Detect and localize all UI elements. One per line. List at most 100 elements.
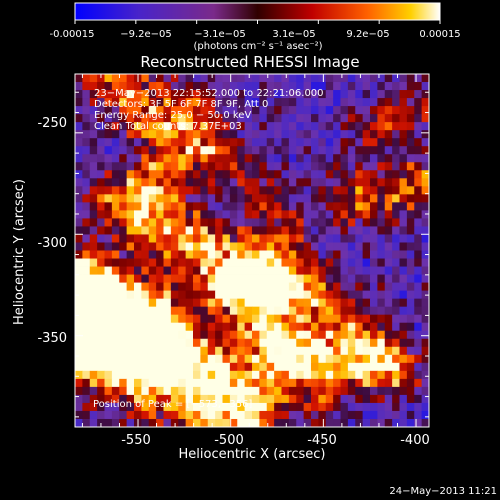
heatmap-cell	[362, 74, 371, 83]
heatmap-cell	[215, 178, 223, 187]
heatmap-cell	[237, 194, 246, 203]
heatmap-cell	[288, 178, 297, 187]
heatmap-cell	[178, 226, 187, 235]
heatmap-cell	[193, 258, 201, 267]
heatmap-cell	[148, 154, 157, 163]
heatmap-cell	[222, 114, 231, 123]
heatmap-cell	[399, 402, 408, 412]
heatmap-cell	[318, 226, 327, 235]
heatmap-cell	[421, 306, 429, 316]
heatmap-cell	[163, 410, 172, 420]
heatmap-cell	[163, 170, 172, 179]
heatmap-cell	[111, 378, 120, 388]
heatmap-cell	[406, 106, 415, 115]
heatmap-cell	[347, 186, 356, 195]
heatmap-cell	[318, 354, 327, 364]
heatmap-cell	[141, 74, 150, 83]
heatmap-cell	[104, 330, 113, 340]
heatmap-cell	[89, 362, 98, 372]
heatmap-cell	[193, 202, 201, 211]
heatmap-cell	[104, 258, 113, 267]
heatmap-cell	[288, 330, 297, 340]
heatmap-cell	[156, 218, 164, 227]
heatmap-cell	[406, 90, 415, 99]
heatmap-cell	[148, 330, 157, 340]
heatmap-cell	[274, 346, 282, 356]
heatmap-cell	[89, 330, 98, 340]
heatmap-cell	[340, 218, 349, 227]
heatmap-cell	[111, 306, 120, 316]
heatmap-cell	[406, 370, 415, 380]
heatmap-cell	[237, 226, 246, 235]
heatmap-cell	[288, 250, 297, 259]
heatmap-cell	[163, 194, 172, 203]
heatmap-cell	[185, 130, 194, 139]
heatmap-cell	[384, 218, 393, 227]
heatmap-cell	[178, 402, 187, 412]
heatmap-cell	[104, 306, 113, 316]
heatmap-cell	[141, 370, 150, 380]
heatmap-cell	[355, 410, 364, 420]
heatmap-cell	[377, 90, 386, 99]
heatmap-cell	[325, 250, 334, 259]
heatmap-cell	[163, 402, 172, 412]
heatmap-cell	[252, 282, 260, 292]
heatmap-cell	[89, 290, 98, 300]
heatmap-cell	[392, 242, 400, 251]
heatmap-cell	[311, 210, 319, 219]
heatmap-cell	[340, 106, 349, 115]
heatmap-cell	[82, 378, 91, 388]
heatmap-cell	[392, 218, 400, 227]
heatmap-cell	[325, 242, 334, 251]
heatmap-cell	[392, 370, 400, 380]
heatmap-cell	[296, 314, 305, 324]
heatmap-cell	[170, 386, 179, 396]
heatmap-cell	[170, 322, 179, 332]
heatmap-cell	[259, 346, 268, 356]
heatmap-cell	[362, 402, 371, 412]
heatmap-cell	[399, 162, 408, 171]
heatmap-cell	[170, 250, 179, 259]
heatmap-cell	[414, 362, 423, 372]
heatmap-cell	[200, 386, 209, 396]
heatmap-cell	[222, 258, 231, 267]
heatmap-cell	[399, 218, 408, 227]
heatmap-cell	[119, 354, 128, 364]
heatmap-cell	[318, 306, 327, 316]
heatmap-cell	[355, 226, 364, 235]
heatmap-cell	[370, 362, 378, 372]
heatmap-cell	[370, 322, 378, 332]
heatmap-cell	[104, 386, 113, 396]
heatmap-cell	[244, 378, 253, 388]
heatmap-cell	[215, 194, 223, 203]
heatmap-cell	[148, 162, 157, 171]
heatmap-cell	[82, 90, 91, 99]
heatmap-cell	[104, 226, 113, 235]
heatmap-cell	[111, 154, 120, 163]
heatmap-cell	[170, 186, 179, 195]
heatmap-cell	[215, 346, 223, 356]
heatmap-cell	[406, 250, 415, 259]
heatmap-cell	[75, 218, 83, 227]
heatmap-cell	[266, 74, 275, 83]
heatmap-cell	[318, 194, 327, 203]
heatmap-cell	[362, 242, 371, 251]
heatmap-cell	[414, 186, 423, 195]
heatmap-cell	[141, 234, 150, 243]
heatmap-cell	[163, 258, 172, 267]
heatmap-cell	[340, 194, 349, 203]
heatmap-cell	[148, 122, 157, 131]
heatmap-cell	[134, 122, 142, 131]
heatmap-cell	[274, 146, 282, 155]
heatmap-cell	[274, 82, 282, 91]
heatmap-cell	[244, 130, 253, 139]
heatmap-cell	[111, 338, 120, 348]
heatmap-cell	[355, 178, 364, 187]
heatmap-cell	[311, 306, 319, 316]
heatmap-cell	[185, 362, 194, 372]
cb-tick-label: 0.00015	[419, 29, 460, 40]
heatmap-cell	[170, 210, 179, 219]
heatmap-cell	[355, 162, 364, 171]
heatmap-cell	[75, 178, 83, 187]
heatmap-cell	[252, 314, 260, 324]
